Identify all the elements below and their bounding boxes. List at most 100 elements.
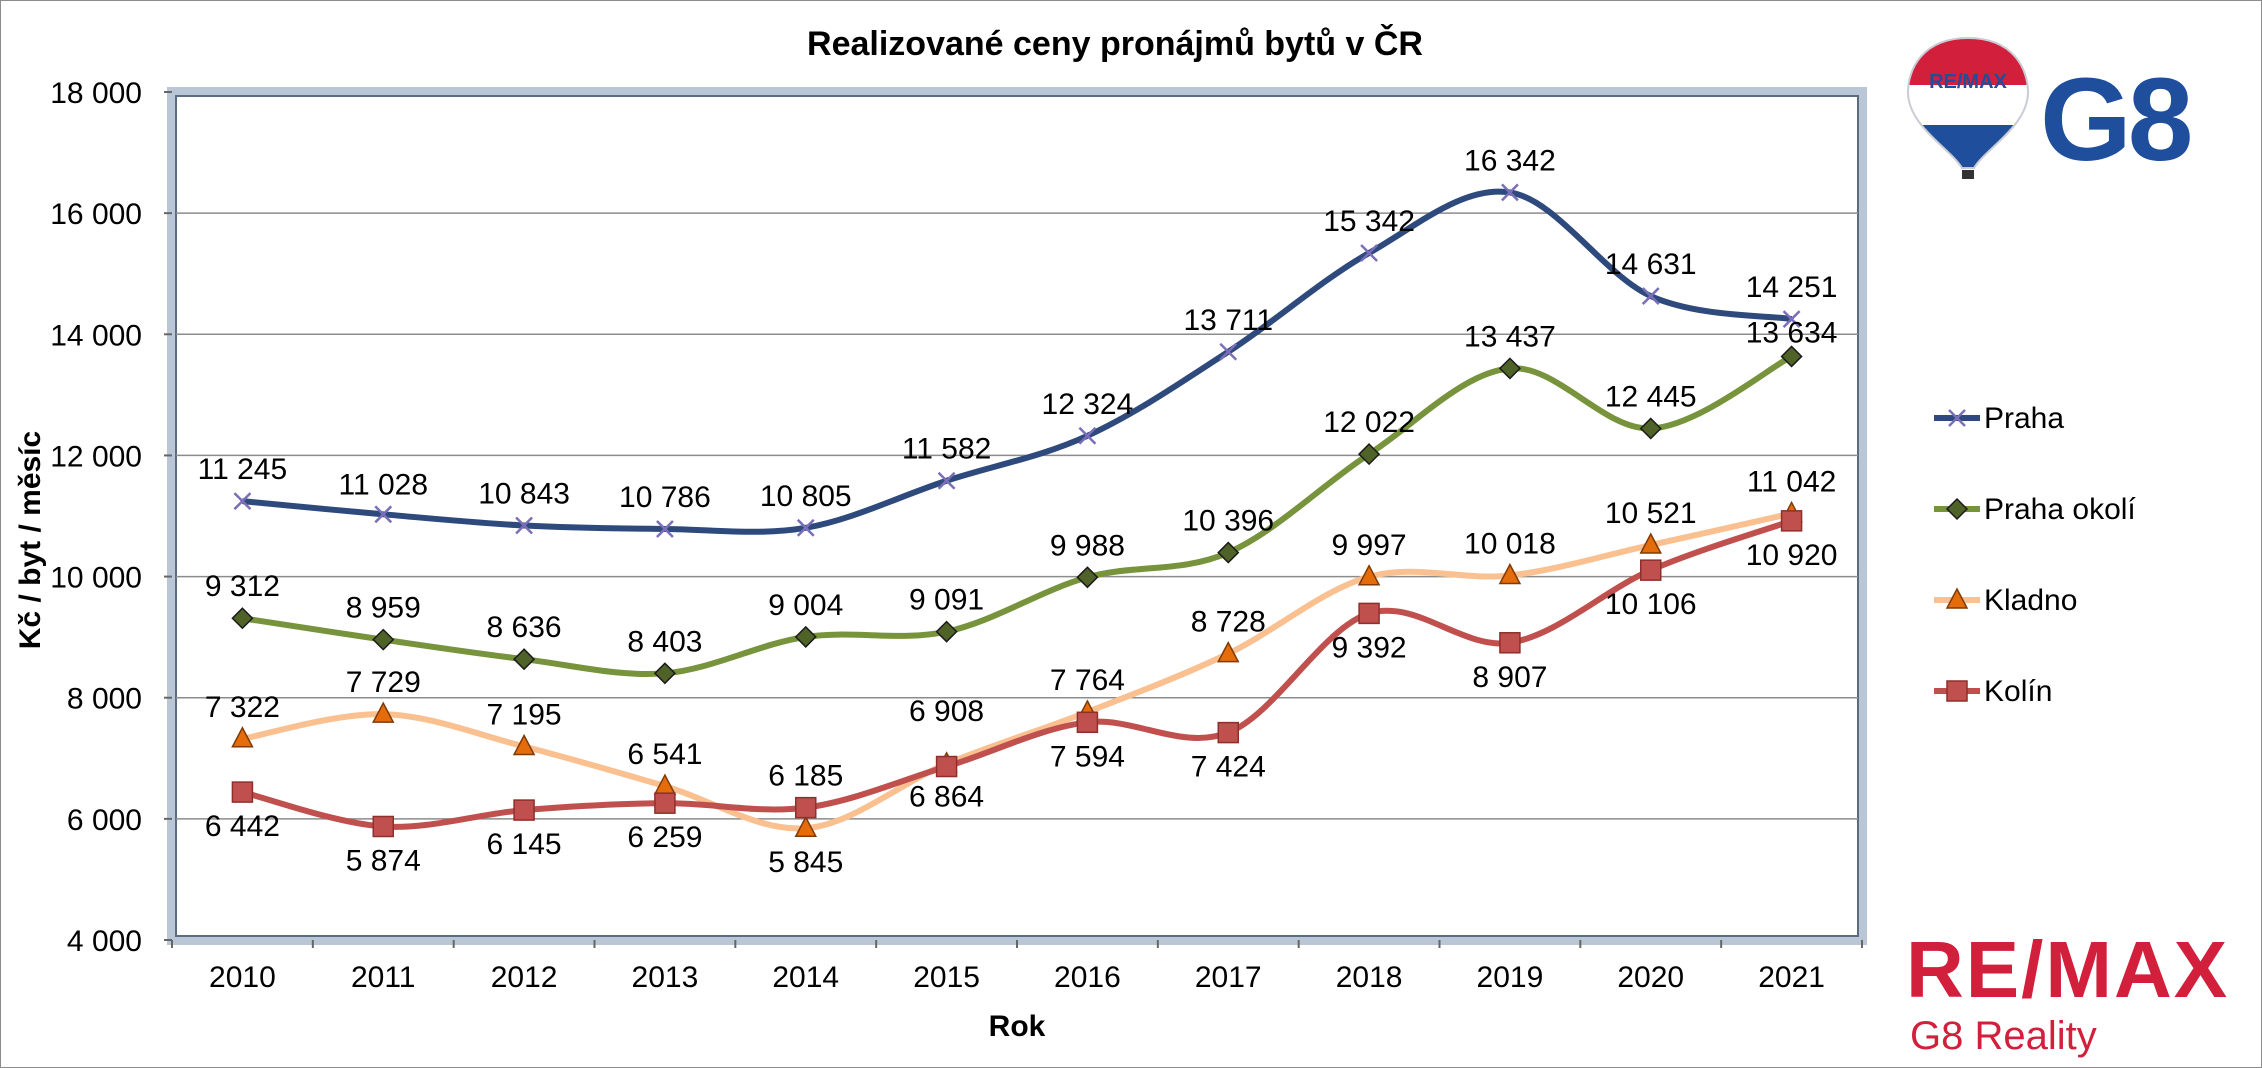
data-point-kolin	[231, 781, 254, 803]
data-point-kladno	[1217, 641, 1240, 663]
data-label-praha: 12 324	[1042, 388, 1134, 421]
data-label-praha-okoli: 10 396	[1182, 505, 1274, 538]
x-tick-label: 2019	[1477, 961, 1544, 994]
data-label-kladno: 7 729	[346, 666, 421, 699]
y-tick-label: 12 000	[50, 440, 142, 473]
data-point-praha-okoli	[935, 620, 958, 643]
x-tick-label: 2018	[1336, 961, 1403, 994]
data-point-praha-okoli	[372, 628, 395, 651]
data-point-kladno	[1357, 564, 1381, 586]
data-label-kladno: 10 521	[1605, 497, 1697, 530]
data-point-kladno	[231, 726, 254, 748]
data-labels: 11 245 11 028 10 843 10 786 10 805 11 582 12 3…	[198, 144, 1838, 879]
chart-title: Realizované ceny pronájmů bytů v ČR	[807, 24, 1423, 63]
data-point-kolin	[935, 755, 958, 778]
data-label-praha: 11 245	[198, 453, 288, 486]
data-point-kolin	[372, 815, 394, 838]
legend-marker	[1946, 680, 1968, 702]
x-tick-label: 2012	[491, 961, 558, 994]
data-point-kolin	[1358, 602, 1380, 625]
data-point-kolin	[1780, 510, 1803, 532]
data-label-kladno: 11 042	[1747, 465, 1837, 498]
data-label-kladno: 7 322	[205, 691, 280, 724]
data-label-praha-okoli: 12 445	[1605, 380, 1697, 413]
data-label-kladno: 6 908	[909, 695, 984, 728]
data-label-praha: 11 582	[902, 433, 992, 466]
data-label-praha-okoli: 9 091	[909, 584, 984, 617]
data-label-praha-okoli: 8 636	[487, 611, 562, 644]
data-point-praha	[1782, 310, 1801, 328]
data-label-kolin: 5 874	[346, 844, 421, 877]
x-tick-label: 2011	[351, 961, 416, 994]
data-label-kladno: 7 195	[487, 698, 562, 731]
data-label-praha: 10 786	[619, 481, 711, 514]
data-point-praha-okoli	[1780, 345, 1803, 368]
balloon-icon: RE/MAX G8	[1906, 36, 2194, 186]
data-label-praha-okoli: 8 403	[627, 625, 702, 658]
data-point-praha	[233, 492, 252, 511]
legend-marker	[1945, 497, 1969, 521]
data-point-kladno	[1639, 532, 1662, 554]
data-label-kolin: 9 392	[1332, 631, 1407, 664]
plot-inner-border	[175, 95, 1859, 937]
x-tick-label: 2020	[1617, 961, 1684, 994]
legend-item-praha: Praha	[1934, 402, 2064, 435]
x-tick-label: 2014	[772, 961, 839, 994]
data-label-praha-okoli: 8 959	[346, 592, 421, 625]
y-axis-title: Kč / byt / měsíc	[14, 431, 47, 649]
axes: 4 000 6 000 8 000 10 000 12 000 14 000 16 000 1…	[50, 77, 1863, 994]
data-label-kolin: 6 185	[768, 760, 843, 793]
data-point-kolin	[1217, 721, 1239, 744]
y-tick-label: 6 000	[67, 804, 142, 837]
data-label-praha-okoli: 9 312	[205, 570, 280, 603]
data-point-praha-okoli	[1639, 417, 1662, 440]
data-label-praha: 14 251	[1746, 271, 1838, 304]
g8-logo-text: G8	[2040, 54, 2190, 186]
legend-label: Kolín	[1984, 675, 2052, 708]
data-label-kolin: 8 907	[1472, 661, 1547, 694]
x-tick-label: 2015	[913, 961, 980, 994]
data-label-kolin: 10 920	[1746, 539, 1838, 572]
data-label-kolin: 6 145	[487, 828, 562, 861]
data-point-kolin	[1640, 559, 1662, 581]
legend-item-kolin: Kolín	[1934, 675, 2052, 708]
data-point-praha-okoli	[1076, 566, 1099, 589]
remax-g8-logo: RE/MAX G8	[1900, 30, 2240, 190]
data-point-kladno	[1498, 562, 1522, 585]
data-label-praha-okoli: 9 988	[1050, 529, 1125, 562]
data-label-kladno: 10 018	[1464, 527, 1556, 560]
data-point-praha-okoli	[231, 607, 254, 630]
data-label-praha-okoli: 9 004	[768, 589, 843, 622]
data-label-kolin: 7 424	[1191, 751, 1266, 784]
y-tick-label: 14 000	[50, 319, 142, 352]
series-line-kladno	[241, 510, 1793, 832]
data-point-kolin	[654, 792, 676, 814]
data-point-praha-okoli	[513, 648, 536, 671]
y-tick-label: 8 000	[67, 683, 142, 716]
legend-label: Kladno	[1984, 584, 2077, 617]
y-tick-label: 16 000	[50, 198, 142, 231]
data-point-praha-okoli	[1498, 357, 1521, 380]
x-tick-label: 2021	[1758, 961, 1825, 994]
data-label-kladno: 9 997	[1332, 529, 1407, 562]
y-tick-label: 10 000	[50, 562, 142, 595]
data-label-kladno: 6 541	[627, 738, 702, 771]
data-point-praha	[796, 518, 815, 537]
series-kolin	[231, 510, 1803, 838]
data-label-kladno: 5 845	[768, 846, 843, 879]
data-point-praha	[1360, 244, 1378, 262]
x-axis-title: Rok	[989, 1010, 1046, 1043]
data-label-praha-okoli: 13 437	[1464, 320, 1556, 353]
data-point-praha	[515, 516, 533, 535]
data-label-praha: 10 805	[760, 480, 852, 513]
data-point-praha	[1641, 287, 1660, 305]
legend-marker	[1945, 587, 1969, 609]
x-tick-label: 2013	[632, 961, 699, 994]
x-tick-label: 2010	[209, 961, 276, 994]
data-point-praha-okoli	[794, 625, 817, 648]
data-label-praha: 14 631	[1605, 248, 1697, 281]
g8-reality-text: G8 Reality	[1910, 1014, 2097, 1058]
data-label-kolin: 7 594	[1050, 740, 1125, 773]
legend-item-praha-okoli: Praha okolí	[1934, 493, 2136, 526]
